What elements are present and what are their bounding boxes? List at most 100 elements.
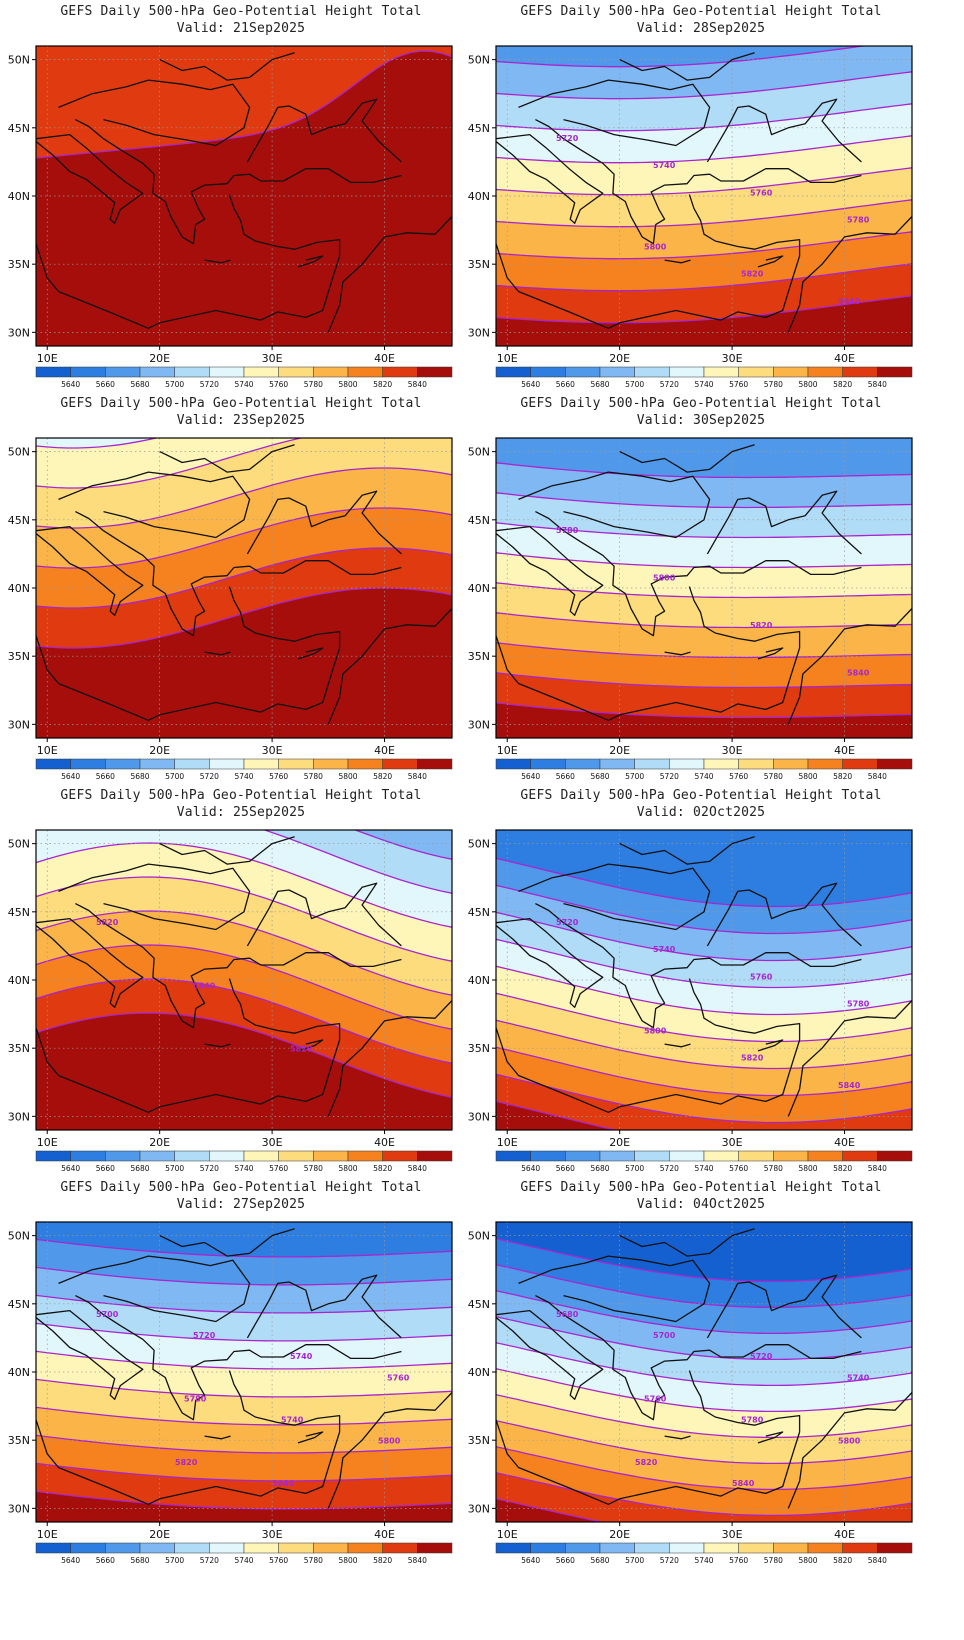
lon-label: 30E bbox=[722, 1528, 743, 1541]
contour-label: 5800 bbox=[653, 574, 676, 583]
lon-label: 20E bbox=[609, 1136, 630, 1149]
coastline bbox=[757, 1431, 784, 1444]
coastline bbox=[706, 1274, 862, 1339]
colorbar-swatch bbox=[877, 366, 913, 378]
coastline bbox=[518, 1255, 711, 1323]
contour-line bbox=[496, 992, 912, 1043]
colorbar-label: 5800 bbox=[798, 1164, 817, 1173]
contour-label: 5720 bbox=[193, 1331, 216, 1340]
colorbar-swatch bbox=[209, 758, 245, 770]
contour-line bbox=[36, 507, 452, 569]
contour-line bbox=[36, 467, 452, 529]
colorbar-swatch bbox=[530, 758, 566, 770]
contour-label: 5820 bbox=[175, 1458, 198, 1467]
colorbar-label: 5640 bbox=[521, 772, 540, 781]
colorbar-swatch bbox=[703, 1542, 739, 1554]
coastline bbox=[75, 903, 402, 1029]
contour-line bbox=[36, 978, 452, 1064]
lat-label: 40N bbox=[8, 582, 30, 595]
lon-label: 20E bbox=[609, 744, 630, 757]
coastline bbox=[619, 1228, 755, 1257]
colorbar-swatch bbox=[174, 758, 210, 770]
height-map: 50N 45N 40N 35N 30N 10E 20E 30E 40E 5640 5660 5680 5… bbox=[8, 437, 453, 781]
coastline bbox=[75, 511, 402, 637]
contour-line bbox=[496, 1446, 912, 1491]
coastline bbox=[204, 1435, 231, 1440]
contour-line bbox=[496, 1046, 912, 1097]
contour-label: 5820 bbox=[96, 918, 119, 927]
lon-label: 20E bbox=[149, 1528, 170, 1541]
coastline bbox=[496, 917, 604, 1008]
contour-label: 5780 bbox=[556, 526, 579, 535]
colorbar-label: 5640 bbox=[61, 1164, 80, 1173]
contour-label: 5760 bbox=[750, 188, 773, 197]
colorbar-label: 5780 bbox=[304, 1164, 323, 1173]
contour-line bbox=[262, 830, 452, 894]
contour-line bbox=[36, 1012, 452, 1098]
contour-label: 5740 bbox=[281, 1416, 304, 1425]
contour-line bbox=[496, 71, 912, 100]
colorbar-label: 5800 bbox=[798, 380, 817, 389]
colorbar-swatch bbox=[174, 1542, 210, 1554]
colorbar-swatch bbox=[565, 1542, 601, 1554]
colorbar-label: 5760 bbox=[729, 772, 748, 781]
colorbar-label: 5780 bbox=[304, 1556, 323, 1565]
contour-line bbox=[36, 547, 452, 609]
contour-label: 5780 bbox=[184, 1394, 207, 1403]
lat-label: 45N bbox=[8, 906, 30, 919]
colorbar-swatch bbox=[313, 366, 349, 378]
coastline bbox=[159, 1228, 295, 1257]
coastline bbox=[787, 216, 912, 333]
contour-line bbox=[496, 702, 912, 719]
coastline bbox=[706, 882, 862, 947]
coastline bbox=[58, 471, 251, 539]
colorbar-label: 5640 bbox=[61, 380, 80, 389]
contour-label: 5840 bbox=[847, 669, 870, 678]
contour-label: 5700 bbox=[96, 1310, 119, 1319]
colorbar-swatch bbox=[807, 366, 843, 378]
coastline bbox=[75, 1295, 402, 1421]
colorbar-swatch bbox=[382, 758, 418, 770]
colorbar-swatch bbox=[738, 1150, 774, 1162]
colorbar-swatch bbox=[877, 1150, 913, 1162]
colorbar-label: 5800 bbox=[798, 772, 817, 781]
contour-label: 5740 bbox=[653, 945, 676, 954]
height-band bbox=[36, 1491, 452, 1522]
colorbar-label: 5740 bbox=[694, 1556, 713, 1565]
coastline bbox=[36, 194, 341, 329]
lon-label: 30E bbox=[722, 352, 743, 365]
lon-label: 40E bbox=[374, 744, 395, 757]
colorbar-swatch bbox=[842, 1150, 878, 1162]
colorbar-label: 5720 bbox=[200, 1556, 219, 1565]
coastline bbox=[297, 1431, 324, 1444]
colorbar-swatch bbox=[565, 758, 601, 770]
colorbar-label: 5760 bbox=[269, 380, 288, 389]
colorbar-swatch bbox=[347, 758, 383, 770]
coastline bbox=[297, 255, 324, 268]
colorbar-label: 5740 bbox=[234, 380, 253, 389]
lat-label: 30N bbox=[8, 1502, 30, 1515]
colorbar-label: 5680 bbox=[130, 380, 149, 389]
colorbar-label: 5840 bbox=[408, 772, 427, 781]
colorbar-swatch bbox=[278, 758, 314, 770]
colorbar-label: 5820 bbox=[373, 1164, 392, 1173]
coastline bbox=[327, 1000, 452, 1117]
lon-label: 30E bbox=[262, 744, 283, 757]
colorbar-swatch bbox=[35, 1542, 71, 1554]
contour-line bbox=[36, 1378, 452, 1398]
colorbar-label: 5840 bbox=[868, 1556, 887, 1565]
lat-label: 50N bbox=[468, 54, 490, 67]
coastline bbox=[36, 1309, 144, 1400]
colorbar-label: 5820 bbox=[833, 1164, 852, 1173]
lat-label: 45N bbox=[468, 1298, 490, 1311]
panel-valid-date: Valid: 04Oct2025 bbox=[636, 1197, 766, 1212]
contour-line bbox=[36, 1294, 452, 1314]
colorbar-label: 5760 bbox=[269, 1556, 288, 1565]
coastline bbox=[496, 525, 604, 616]
colorbar-label: 5680 bbox=[590, 1556, 609, 1565]
contour-line bbox=[36, 1350, 452, 1370]
colorbar-label: 5760 bbox=[269, 772, 288, 781]
colorbar-swatch bbox=[347, 1150, 383, 1162]
colorbar-swatch bbox=[347, 366, 383, 378]
map-panel: GEFS Daily 500-hPa Geo-Potential Height … bbox=[0, 1176, 482, 1586]
